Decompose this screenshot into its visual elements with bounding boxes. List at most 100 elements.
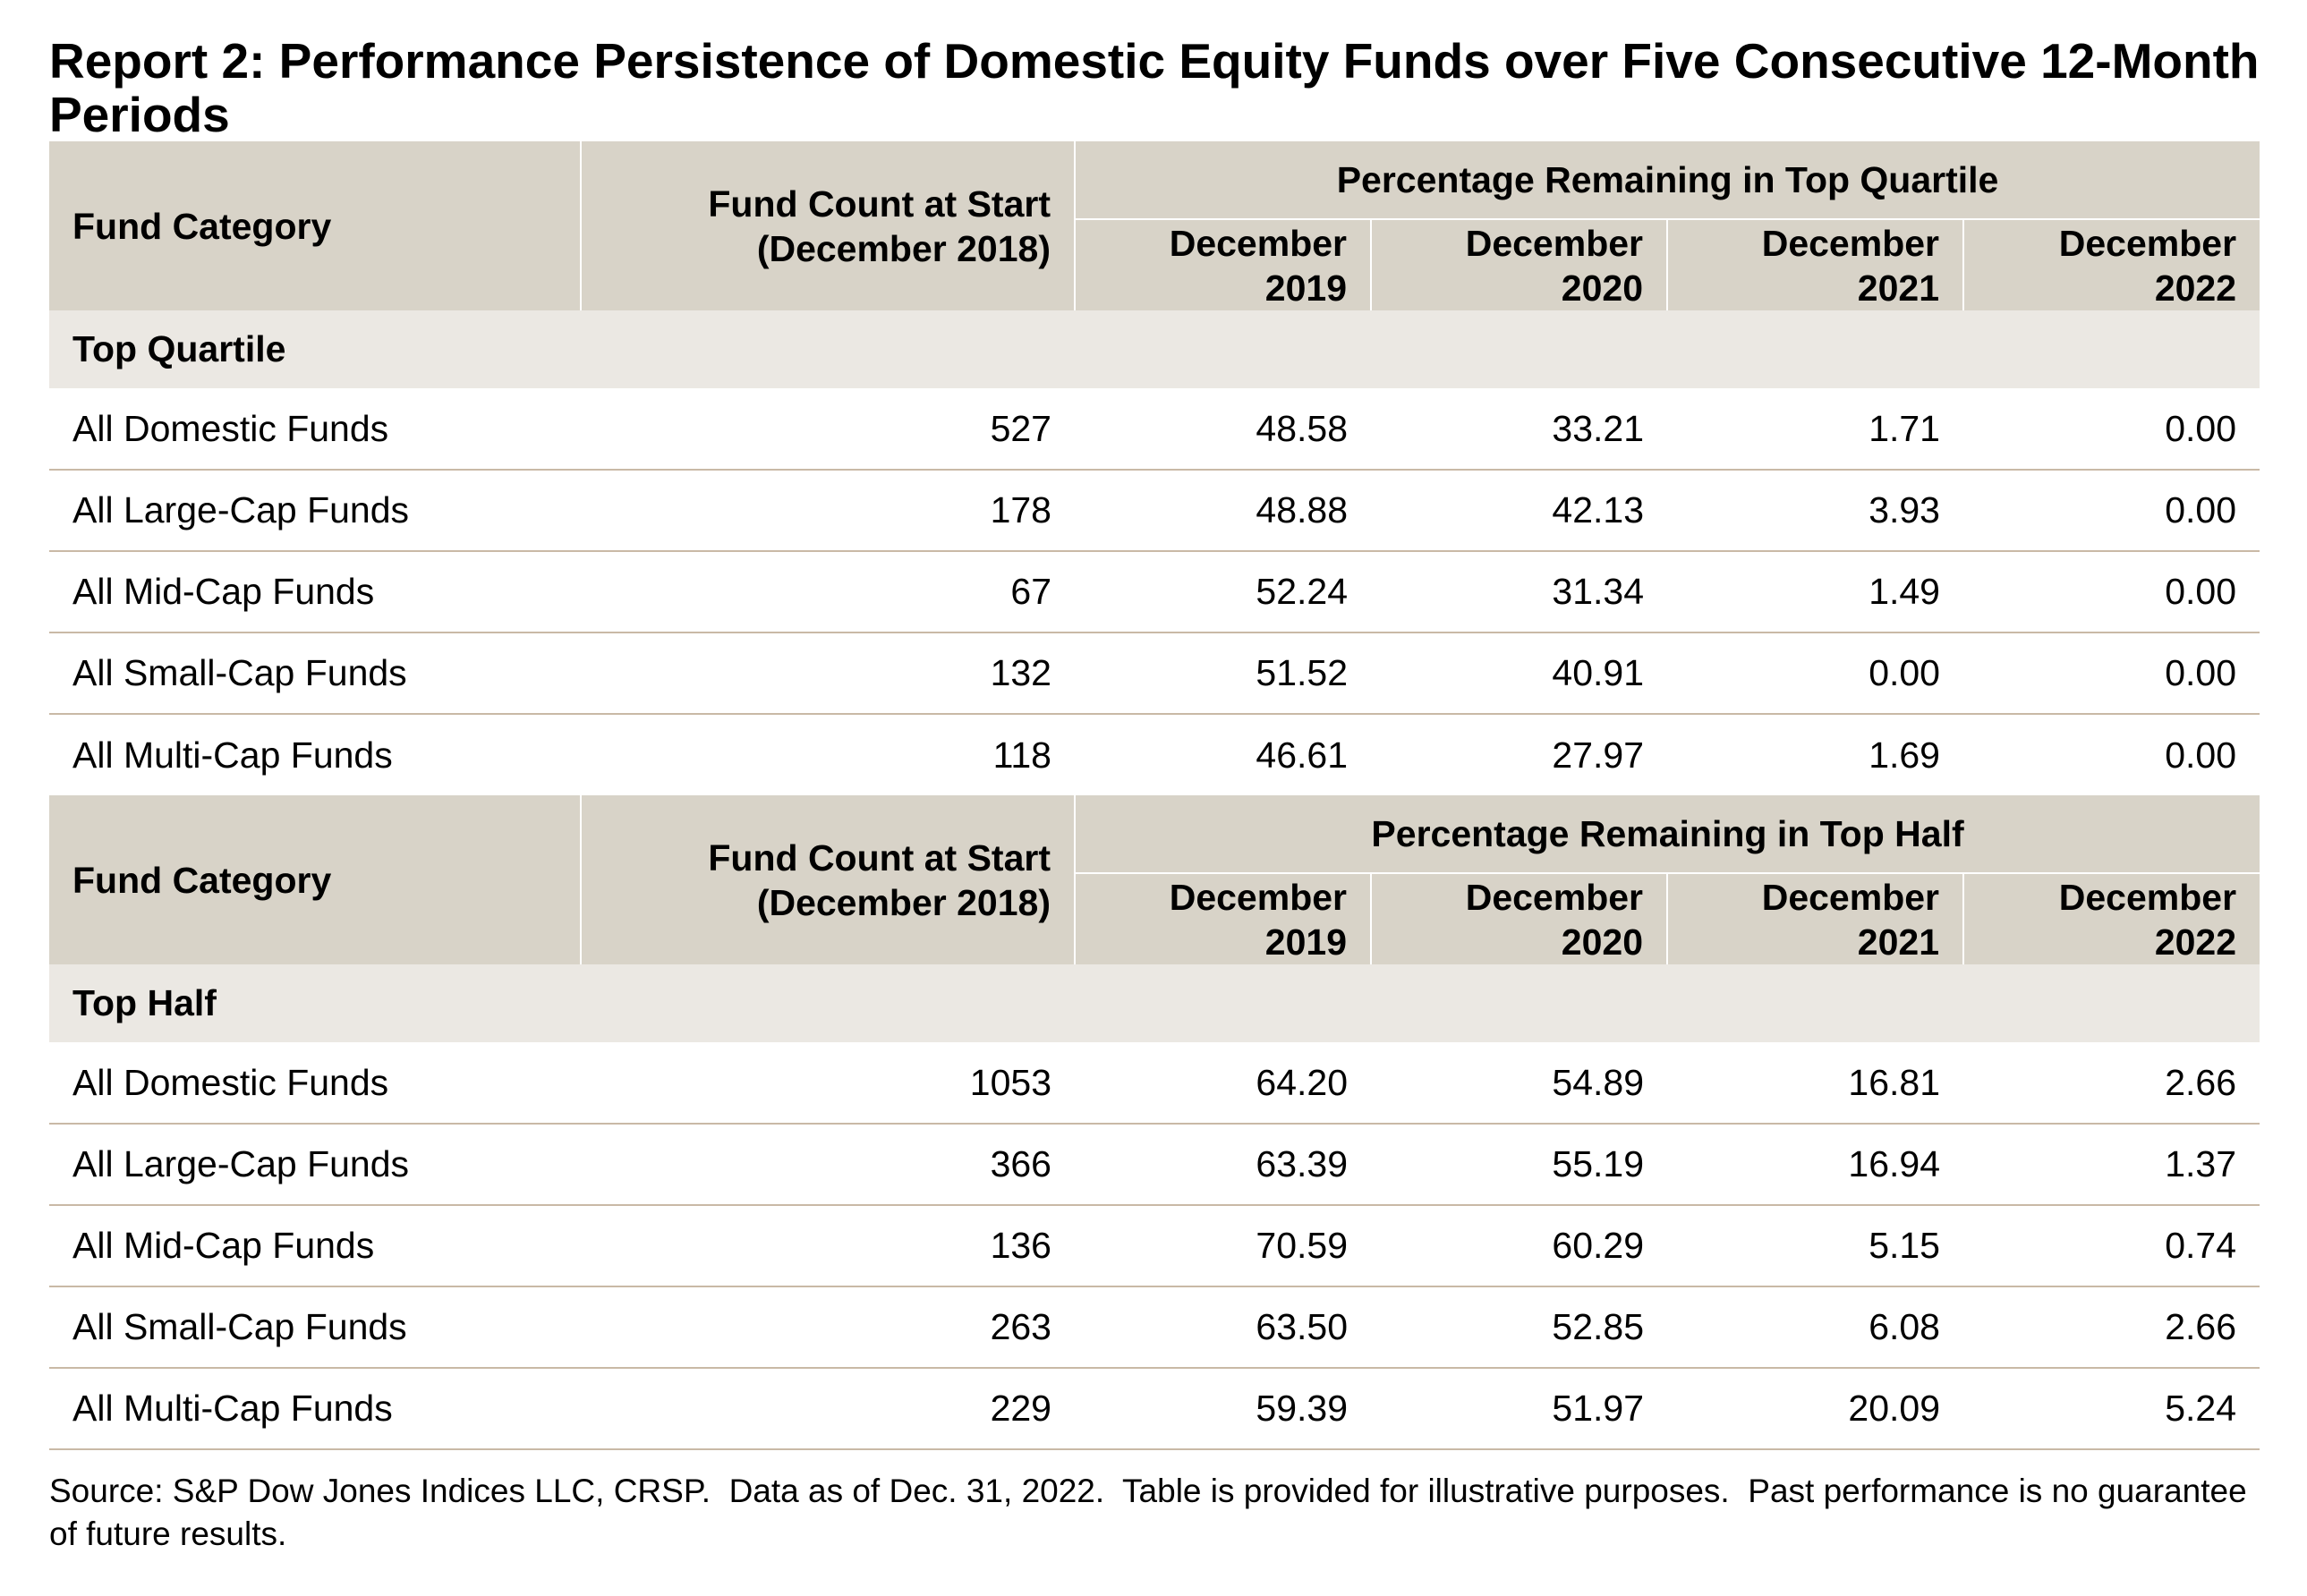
fund-count-header-line2: (December 2018)	[756, 227, 1051, 269]
percentage-cell: 33.21	[1371, 388, 1667, 471]
fund-category-header: Fund Category	[49, 141, 582, 310]
percentage-cell: 46.61	[1256, 734, 1348, 776]
report-title: Report 2: Performance Persistence of Dom…	[49, 33, 2260, 142]
fund-name-cell: All Multi-Cap Funds	[72, 734, 393, 776]
table-row: All Multi-Cap Funds 229 59.39 51.97 20.09 5.2…	[49, 1368, 2260, 1450]
percentage-cell: 3.93	[1667, 470, 1963, 552]
period-header-line1: December	[1465, 876, 1643, 918]
percentage-cell: 63.50	[1075, 1286, 1371, 1369]
fund-count-cell: 118	[992, 734, 1051, 776]
fund-count-cell: 527	[581, 388, 1075, 471]
source-note: Source: S&P Dow Jones Indices LLC, CRSP.…	[49, 1473, 2256, 1552]
percentage-cell: 20.09	[1667, 1368, 1963, 1450]
fund-count-cell: 136	[581, 1205, 1075, 1287]
fund-name-cell: All Mid-Cap Funds	[49, 551, 581, 633]
period-header-row: December 2019 December 2020 December 2021 Dece…	[49, 219, 2260, 310]
percentage-cell: 51.97	[1371, 1368, 1667, 1450]
fund-name-cell: All Domestic Funds	[49, 1042, 581, 1125]
percentage-cell: 1.69	[1869, 734, 1940, 776]
section-label: Top Quartile	[49, 310, 2260, 388]
percentage-cell: 6.08	[1667, 1286, 1963, 1369]
table-row: All Small-Cap Funds 132 51.52 40.91 0.00 0.00	[49, 632, 2260, 715]
period-header: December 2022	[1963, 219, 2260, 310]
period-header-line2: 2020	[1561, 921, 1643, 963]
percentage-cell: 63.39	[1075, 1124, 1371, 1206]
fund-name-cell: All Domestic Funds	[49, 388, 581, 471]
percentage-cell: 40.91	[1371, 632, 1667, 715]
percentage-cell: 0.00	[1963, 551, 2260, 633]
percentage-cell: 0.00	[1963, 470, 2260, 552]
percentage-cell: 16.81	[1667, 1042, 1963, 1125]
percentage-cell: 52.85	[1371, 1286, 1667, 1369]
table-row: All Mid-Cap Funds 136 70.59 60.29 5.15 0.74	[49, 1205, 2260, 1287]
fund-name-cell: All Mid-Cap Funds	[49, 1205, 581, 1287]
percentage-cell: 2.66	[1963, 1286, 2260, 1369]
period-header: December 2019	[1075, 873, 1372, 964]
period-header: December 2019	[1075, 219, 1372, 310]
percentage-cell: 31.34	[1371, 551, 1667, 633]
percentage-cell: 64.20	[1075, 1042, 1371, 1125]
period-header-line1: December	[1761, 222, 1939, 264]
percentage-cell: 0.00	[2165, 734, 2237, 776]
period-header-line1: December	[1465, 222, 1643, 264]
fund-count-cell: 1053	[581, 1042, 1075, 1125]
percentage-cell: 2.66	[1963, 1042, 2260, 1125]
percentage-cell: 1.49	[1667, 551, 1963, 633]
period-header-line2: 2022	[2154, 921, 2237, 963]
percentage-cell: 54.89	[1371, 1042, 1667, 1125]
fund-count-cell: 229	[581, 1368, 1075, 1450]
section-label: Top Half	[49, 964, 2260, 1042]
fund-name-cell: All Large-Cap Funds	[49, 470, 581, 552]
period-header-line1: December	[2058, 876, 2237, 918]
period-header-row: December 2019 December 2020 December 2021 Dece…	[49, 873, 2260, 964]
period-header-line1: December	[1169, 222, 1347, 264]
fund-count-cell: 263	[581, 1286, 1075, 1369]
header-row: Fund Category Fund Count at Start (Decembe…	[49, 141, 2260, 310]
period-header: December 2020	[1371, 219, 1668, 310]
percentage-cell: 27.97	[1552, 734, 1644, 776]
percentage-cell: 0.00	[1667, 632, 1963, 715]
fund-count-cell: 366	[581, 1124, 1075, 1206]
period-header-line2: 2020	[1561, 267, 1643, 309]
table-row: All Small-Cap Funds 263 63.50 52.85 6.08 2.66	[49, 1286, 2260, 1369]
fund-count-header-line1: Fund Count at Start	[708, 183, 1051, 225]
period-header-line1: December	[2058, 222, 2237, 264]
percentage-cell: 5.24	[1963, 1368, 2260, 1450]
section-row: Top Quartile	[49, 310, 2260, 388]
period-header: December 2022	[1963, 873, 2260, 964]
percentage-cell: 55.19	[1371, 1124, 1667, 1206]
fund-name-cell: All Multi-Cap Funds	[49, 1368, 581, 1450]
fund-count-header-line2: (December 2018)	[756, 881, 1051, 923]
fund-name-cell: All Large-Cap Funds	[49, 1124, 581, 1206]
performance-persistence-table: Fund Category Fund Count at Start (Decembe…	[49, 141, 2260, 1450]
fund-name-cell: All Small-Cap Funds	[49, 632, 581, 715]
fund-count-cell: 67	[581, 551, 1075, 633]
table-row: All Domestic Funds 1053 64.20 54.89 16.81 2.6…	[49, 1042, 2260, 1125]
fund-count-cell: 178	[581, 470, 1075, 552]
percentage-cell: 59.39	[1075, 1368, 1371, 1450]
percentage-cell: 0.00	[1963, 388, 2260, 471]
fund-count-header: Fund Count at Start (December 2018)	[581, 795, 1076, 964]
percentage-group-header: Percentage Remaining in Top Quartile	[1075, 141, 2260, 220]
period-header-line1: December	[1761, 876, 1939, 918]
fund-name-cell: All Small-Cap Funds	[49, 1286, 581, 1369]
percentage-cell: 1.37	[1963, 1124, 2260, 1206]
fund-count-header-line1: Fund Count at Start	[708, 836, 1051, 879]
period-header-line2: 2019	[1264, 921, 1347, 963]
period-header-line2: 2021	[1857, 267, 1939, 309]
period-header-line2: 2022	[2154, 267, 2237, 309]
period-header: December 2021	[1667, 219, 1964, 310]
period-header: December 2021	[1667, 873, 1964, 964]
table-row: All Mid-Cap Funds 67 52.24 31.34 1.49 0.00	[49, 551, 2260, 633]
table-row: All Large-Cap Funds 366 63.39 55.19 16.94 1.3…	[49, 1124, 2260, 1206]
report-page: Report 2: Performance Persistence of Dom…	[49, 34, 2260, 1556]
table-row: All Domestic Funds 527 48.58 33.21 1.71 0.00	[49, 388, 2260, 471]
period-header-line1: December	[1169, 876, 1347, 918]
percentage-cell: 42.13	[1371, 470, 1667, 552]
table-body: Fund Category Fund Count at Start (Decembe…	[49, 141, 2260, 1450]
percentage-cell: 16.94	[1667, 1124, 1963, 1206]
table-row: All Multi-Cap Funds 118 46.61 27.97 1.69 0.00	[49, 714, 2260, 795]
percentage-cell: 5.15	[1667, 1205, 1963, 1287]
percentage-cell: 70.59	[1075, 1205, 1371, 1287]
header-row: Fund Category Fund Count at Start (Decembe…	[49, 795, 2260, 964]
